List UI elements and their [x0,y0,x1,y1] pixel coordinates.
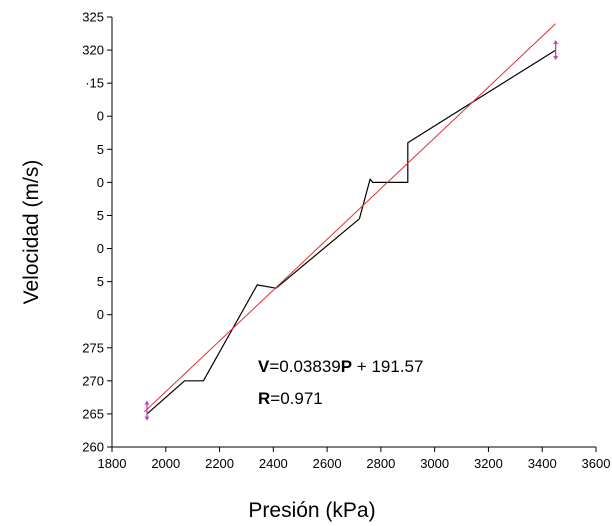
y-tick-label: 265 [82,406,104,421]
error-marker [553,40,559,61]
fit-line [143,23,557,413]
y-tick-label: 325 [82,10,104,25]
error-marker [144,400,150,421]
measured-line [146,49,557,415]
fit-equation: V=0.03839P + 191.57 [258,357,423,376]
y-tick-label: 5 [97,142,104,157]
y-tick-label: 0 [97,175,104,190]
y-ticks: 260 265 270 275 0 5 0 5 0 5 0 ·15 320 325 [82,10,112,455]
x-tick-label: 2400 [259,456,288,471]
fit-correlation: R=0.971 [258,389,323,408]
x-tick-label: 3200 [474,456,503,471]
x-tick-label: 2200 [205,456,234,471]
y-tick-label: 260 [82,440,104,455]
y-tick-label: 275 [82,340,104,355]
x-tick-label: 2000 [151,456,180,471]
y-axis-title: Velocidad (m/s) [20,160,43,305]
x-tick-label: 3600 [582,456,611,471]
x-tick-label: 1800 [98,456,127,471]
y-tick-label: 320 [82,43,104,58]
correlation-var-r: R [258,389,270,408]
y-tick-label: ·15 [85,76,104,91]
y-tick-label: 5 [97,274,104,289]
equation-intercept: + 191.57 [352,357,423,376]
y-tick-label: 0 [97,241,104,256]
equation-coefficient: =0.03839 [269,357,340,376]
x-tick-label: 3400 [528,456,557,471]
y-tick-label: 0 [97,109,104,124]
equation-var-p: P [341,357,352,376]
y-tick-label: 270 [82,373,104,388]
x-tick-label: 2600 [313,456,342,471]
y-tick-label: 5 [97,208,104,223]
x-axis-title: Presión (kPa) [248,499,375,522]
equation-var-v: V [258,357,270,376]
marker-layer [144,40,559,421]
x-tick-label: 3000 [420,456,449,471]
plot-area [111,17,596,448]
x-ticks: 1800 2000 2200 2400 2600 2800 3000 3200 3400 3600 [98,447,611,471]
series-layer [143,23,557,415]
correlation-value: =0.971 [270,389,322,408]
y-tick-label: 0 [97,307,104,322]
x-tick-label: 2800 [366,456,395,471]
